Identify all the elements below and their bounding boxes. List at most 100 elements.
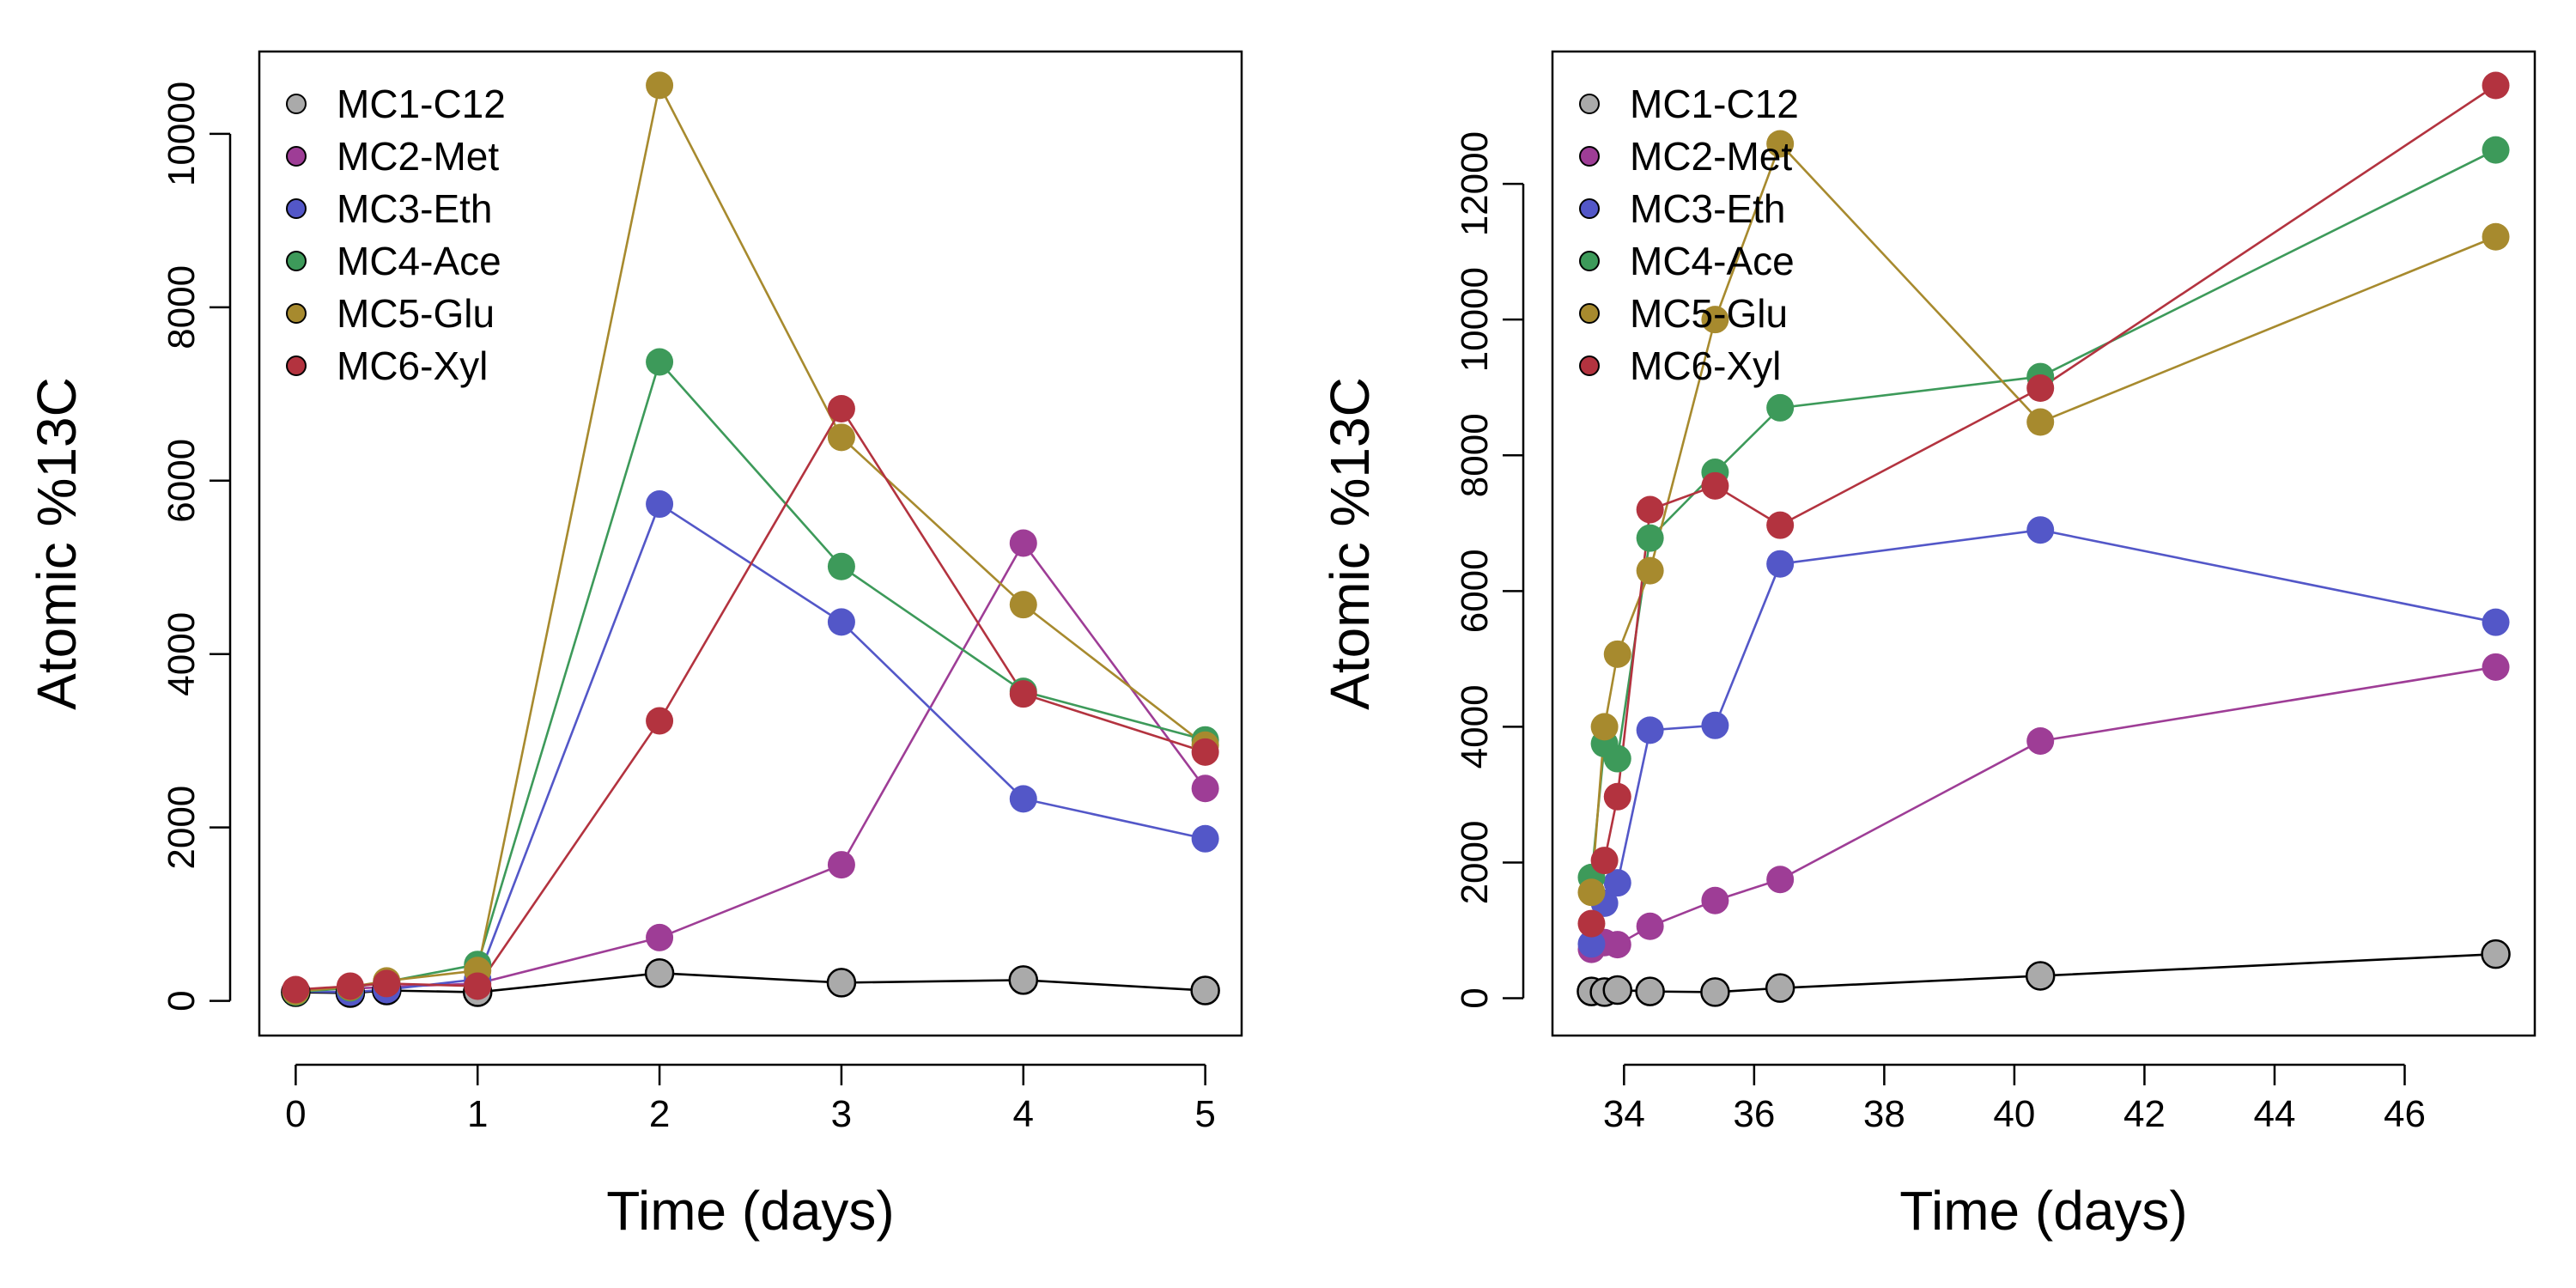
data-point-mc3-eth: [1577, 930, 1606, 958]
data-point-mc1-c12: [826, 968, 857, 998]
data-point-mc3-eth: [1603, 869, 1631, 897]
legend-label-mc2-met: MC2-Met: [337, 134, 499, 179]
x-tick-label: 2: [649, 1093, 670, 1135]
data-point-mc5-glu: [1590, 713, 1619, 741]
data-point-mc6-xyl: [282, 975, 310, 1004]
x-tick-label: 40: [1993, 1093, 2035, 1135]
legend-marker-mc2-met: [1579, 146, 1600, 167]
data-point-mc2-met: [2482, 653, 2510, 681]
data-point-mc1-c12: [1635, 976, 1665, 1006]
data-point-mc4-ace: [1603, 744, 1631, 773]
y-tick-label: 2000: [161, 786, 203, 870]
y-axis-title: Atomic %13C: [1319, 377, 1381, 710]
data-point-mc2-met: [1009, 529, 1037, 557]
y-tick-label: 10000: [161, 82, 203, 186]
data-point-mc3-eth: [1009, 785, 1037, 813]
data-point-mc4-ace: [1636, 524, 1664, 552]
legend-marker-mc4-ace: [1579, 251, 1600, 271]
x-tick-label: 5: [1194, 1093, 1215, 1135]
y-tick-label: 0: [161, 990, 203, 1011]
legend-marker-mc1-c12: [1579, 94, 1600, 114]
x-tick-label: 34: [1603, 1093, 1645, 1135]
legend-marker-mc4-ace: [286, 251, 307, 271]
legend-label-mc4-ace: MC4-Ace: [1630, 239, 1795, 283]
plot-frame: [1551, 50, 2537, 1037]
legend-marker-mc6-xyl: [286, 355, 307, 376]
data-point-mc5-glu: [1577, 878, 1606, 907]
data-point-mc2-met: [2026, 726, 2055, 755]
legend-marker-mc1-c12: [286, 94, 307, 114]
x-tick-label: 36: [1733, 1093, 1775, 1135]
data-point-mc3-eth: [1766, 550, 1795, 578]
data-point-mc6-xyl: [1701, 471, 1729, 500]
legend-label-mc1-c12: MC1-C12: [337, 82, 506, 126]
legend-marker-mc5-glu: [1579, 303, 1600, 324]
data-point-mc2-met: [1701, 886, 1729, 914]
legend-label-mc6-xyl: MC6-Xyl: [1630, 343, 1781, 388]
x-tick-label: 42: [2123, 1093, 2166, 1135]
data-point-mc5-glu: [1701, 306, 1729, 334]
data-point-mc2-met: [646, 923, 674, 951]
data-point-mc6-xyl: [1590, 847, 1619, 875]
series-line-mc4-ace: [295, 359, 1206, 993]
x-tick-label: 4: [1013, 1093, 1034, 1135]
data-point-mc1-c12: [2481, 939, 2511, 969]
x-tick-label: 38: [1863, 1093, 1905, 1135]
data-point-mc5-glu: [1636, 556, 1664, 585]
legend-marker-mc3-eth: [1579, 198, 1600, 219]
legend-label-mc6-xyl: MC6-Xyl: [337, 343, 488, 388]
y-tick-label: 12000: [1454, 131, 1496, 236]
legend-marker-mc5-glu: [286, 303, 307, 324]
data-point-mc1-c12: [644, 958, 675, 988]
y-tick-label: 6000: [161, 439, 203, 523]
data-point-mc4-ace: [2482, 136, 2510, 164]
x-tick-label: 0: [285, 1093, 306, 1135]
data-point-mc3-eth: [646, 490, 674, 519]
legend-marker-mc6-xyl: [1579, 355, 1600, 376]
x-tick-label: 1: [467, 1093, 488, 1135]
data-point-mc5-glu: [827, 423, 855, 452]
x-axis-title: Time (days): [606, 1180, 894, 1242]
data-point-mc6-xyl: [1577, 909, 1606, 938]
data-point-mc5-glu: [2482, 222, 2510, 251]
y-tick-label: 8000: [1454, 413, 1496, 497]
data-point-mc1-c12: [1700, 977, 1730, 1007]
data-point-mc1-c12: [1765, 973, 1795, 1003]
data-point-mc6-xyl: [1009, 680, 1037, 708]
data-point-mc2-met: [1636, 912, 1664, 940]
plot-frame: [258, 50, 1243, 1037]
data-point-mc5-glu: [2026, 408, 2055, 436]
y-tick-label: 6000: [1454, 549, 1496, 633]
data-point-mc5-glu: [1766, 130, 1795, 158]
legend-label-mc1-c12: MC1-C12: [1630, 82, 1799, 126]
y-tick-label: 10000: [1454, 267, 1496, 372]
series-line-mc3-eth: [295, 502, 1206, 993]
data-point-mc6-xyl: [2482, 71, 2510, 100]
right-chart-panel: 34 36 38 40 42 44 46 0 2000 4000 6000 8000 10000 1200…: [1319, 50, 2537, 1242]
data-point-mc4-ace: [1766, 393, 1795, 422]
data-point-mc2-met: [1191, 775, 1219, 803]
data-point-mc3-eth: [1701, 711, 1729, 739]
legend-marker-mc2-met: [286, 146, 307, 167]
data-point-mc2-met: [827, 851, 855, 879]
legend-label-mc5-glu: MC5-Glu: [337, 291, 495, 336]
data-point-mc5-glu: [1603, 640, 1631, 668]
legend-label-mc2-met: MC2-Met: [1630, 134, 1792, 179]
data-point-mc6-xyl: [1603, 782, 1631, 811]
data-point-mc3-eth: [2482, 608, 2510, 636]
data-point-mc3-eth: [827, 608, 855, 636]
data-point-mc6-xyl: [827, 394, 855, 422]
x-axis-title: Time (days): [1899, 1180, 2187, 1242]
data-point-mc6-xyl: [373, 969, 401, 998]
data-point-mc6-xyl: [1766, 511, 1795, 539]
y-tick-label: 8000: [161, 265, 203, 349]
y-tick-label: 4000: [1454, 684, 1496, 769]
legend-label-mc5-glu: MC5-Glu: [1630, 291, 1788, 336]
data-point-mc4-ace: [827, 552, 855, 580]
data-point-mc2-met: [1766, 866, 1795, 894]
y-axis-title: Atomic %13C: [26, 377, 88, 710]
data-point-mc3-eth: [2026, 516, 2055, 544]
data-point-mc3-eth: [1191, 824, 1219, 853]
data-point-mc1-c12: [1190, 975, 1220, 1005]
x-tick-label: 44: [2253, 1093, 2295, 1135]
